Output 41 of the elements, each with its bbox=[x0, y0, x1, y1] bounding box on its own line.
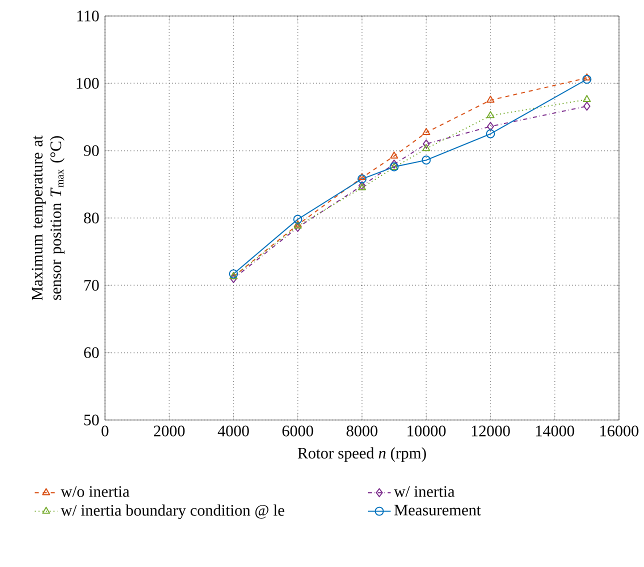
x-tick-label: 16000 bbox=[600, 426, 638, 436]
x-axis-title: Rotor speed n (rpm) bbox=[298, 447, 426, 462]
x-tick-label: 4000 bbox=[218, 426, 249, 436]
point bbox=[583, 102, 590, 111]
point bbox=[582, 73, 591, 80]
legend-label: w/ inertia bbox=[394, 486, 455, 497]
point bbox=[486, 129, 496, 138]
point bbox=[294, 222, 302, 232]
point bbox=[582, 74, 592, 84]
point bbox=[486, 111, 494, 118]
point bbox=[422, 128, 430, 136]
x-tick-label: 2000 bbox=[154, 426, 185, 436]
x-tick-label: 8000 bbox=[346, 426, 378, 436]
y-tick-label: 60 bbox=[84, 347, 99, 358]
point bbox=[390, 152, 398, 159]
legend-label: Measurement bbox=[394, 504, 481, 516]
legend-label: w/ inertia boundary condition @ le bbox=[60, 504, 284, 520]
point bbox=[486, 96, 494, 103]
y-tick-label: 80 bbox=[84, 212, 99, 224]
y-tick-label: 100 bbox=[76, 78, 99, 89]
y-tick-label: 70 bbox=[84, 280, 99, 291]
x-tick-label: 0 bbox=[102, 426, 108, 436]
point bbox=[390, 160, 398, 169]
y-tick-label: 90 bbox=[84, 145, 99, 156]
point bbox=[582, 94, 591, 102]
x-tick-label: 10000 bbox=[408, 426, 446, 436]
point bbox=[230, 274, 238, 284]
point bbox=[422, 156, 431, 165]
y-tick-label: 50 bbox=[84, 414, 99, 426]
point bbox=[358, 173, 366, 180]
point bbox=[422, 144, 430, 152]
y-tick-label: 110 bbox=[77, 10, 99, 22]
point bbox=[486, 122, 494, 131]
legend-label: w/o inertia bbox=[60, 486, 130, 497]
point bbox=[228, 269, 238, 278]
x-tick-label: 12000 bbox=[472, 426, 510, 436]
x-tick-label: 6000 bbox=[282, 426, 314, 436]
point bbox=[357, 174, 367, 184]
point bbox=[422, 139, 430, 148]
point bbox=[293, 214, 302, 224]
x-tick-label: 14000 bbox=[536, 426, 574, 436]
